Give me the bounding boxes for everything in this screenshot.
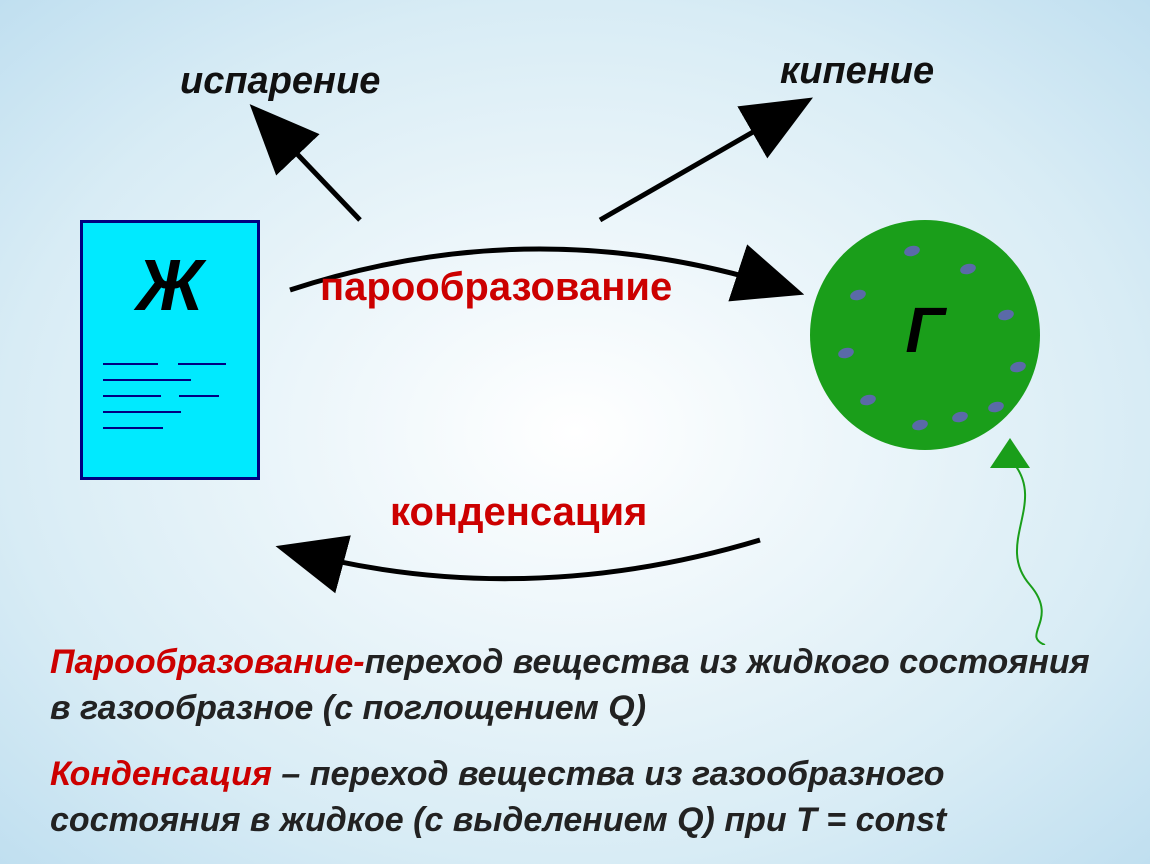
definitions-block: Парообразование-переход вещества из жидк…: [50, 640, 1100, 864]
vaporization-label: парообразование: [320, 265, 672, 310]
condensation-def-key: Конденсация: [50, 755, 272, 793]
condensation-definition: Конденсация – переход вещества из газооб…: [50, 752, 1100, 844]
condensation-label: конденсация: [390, 490, 647, 535]
vaporization-def-key: Парообразование-: [50, 643, 365, 681]
vaporization-definition: Парообразование-переход вещества из жидк…: [50, 640, 1100, 732]
